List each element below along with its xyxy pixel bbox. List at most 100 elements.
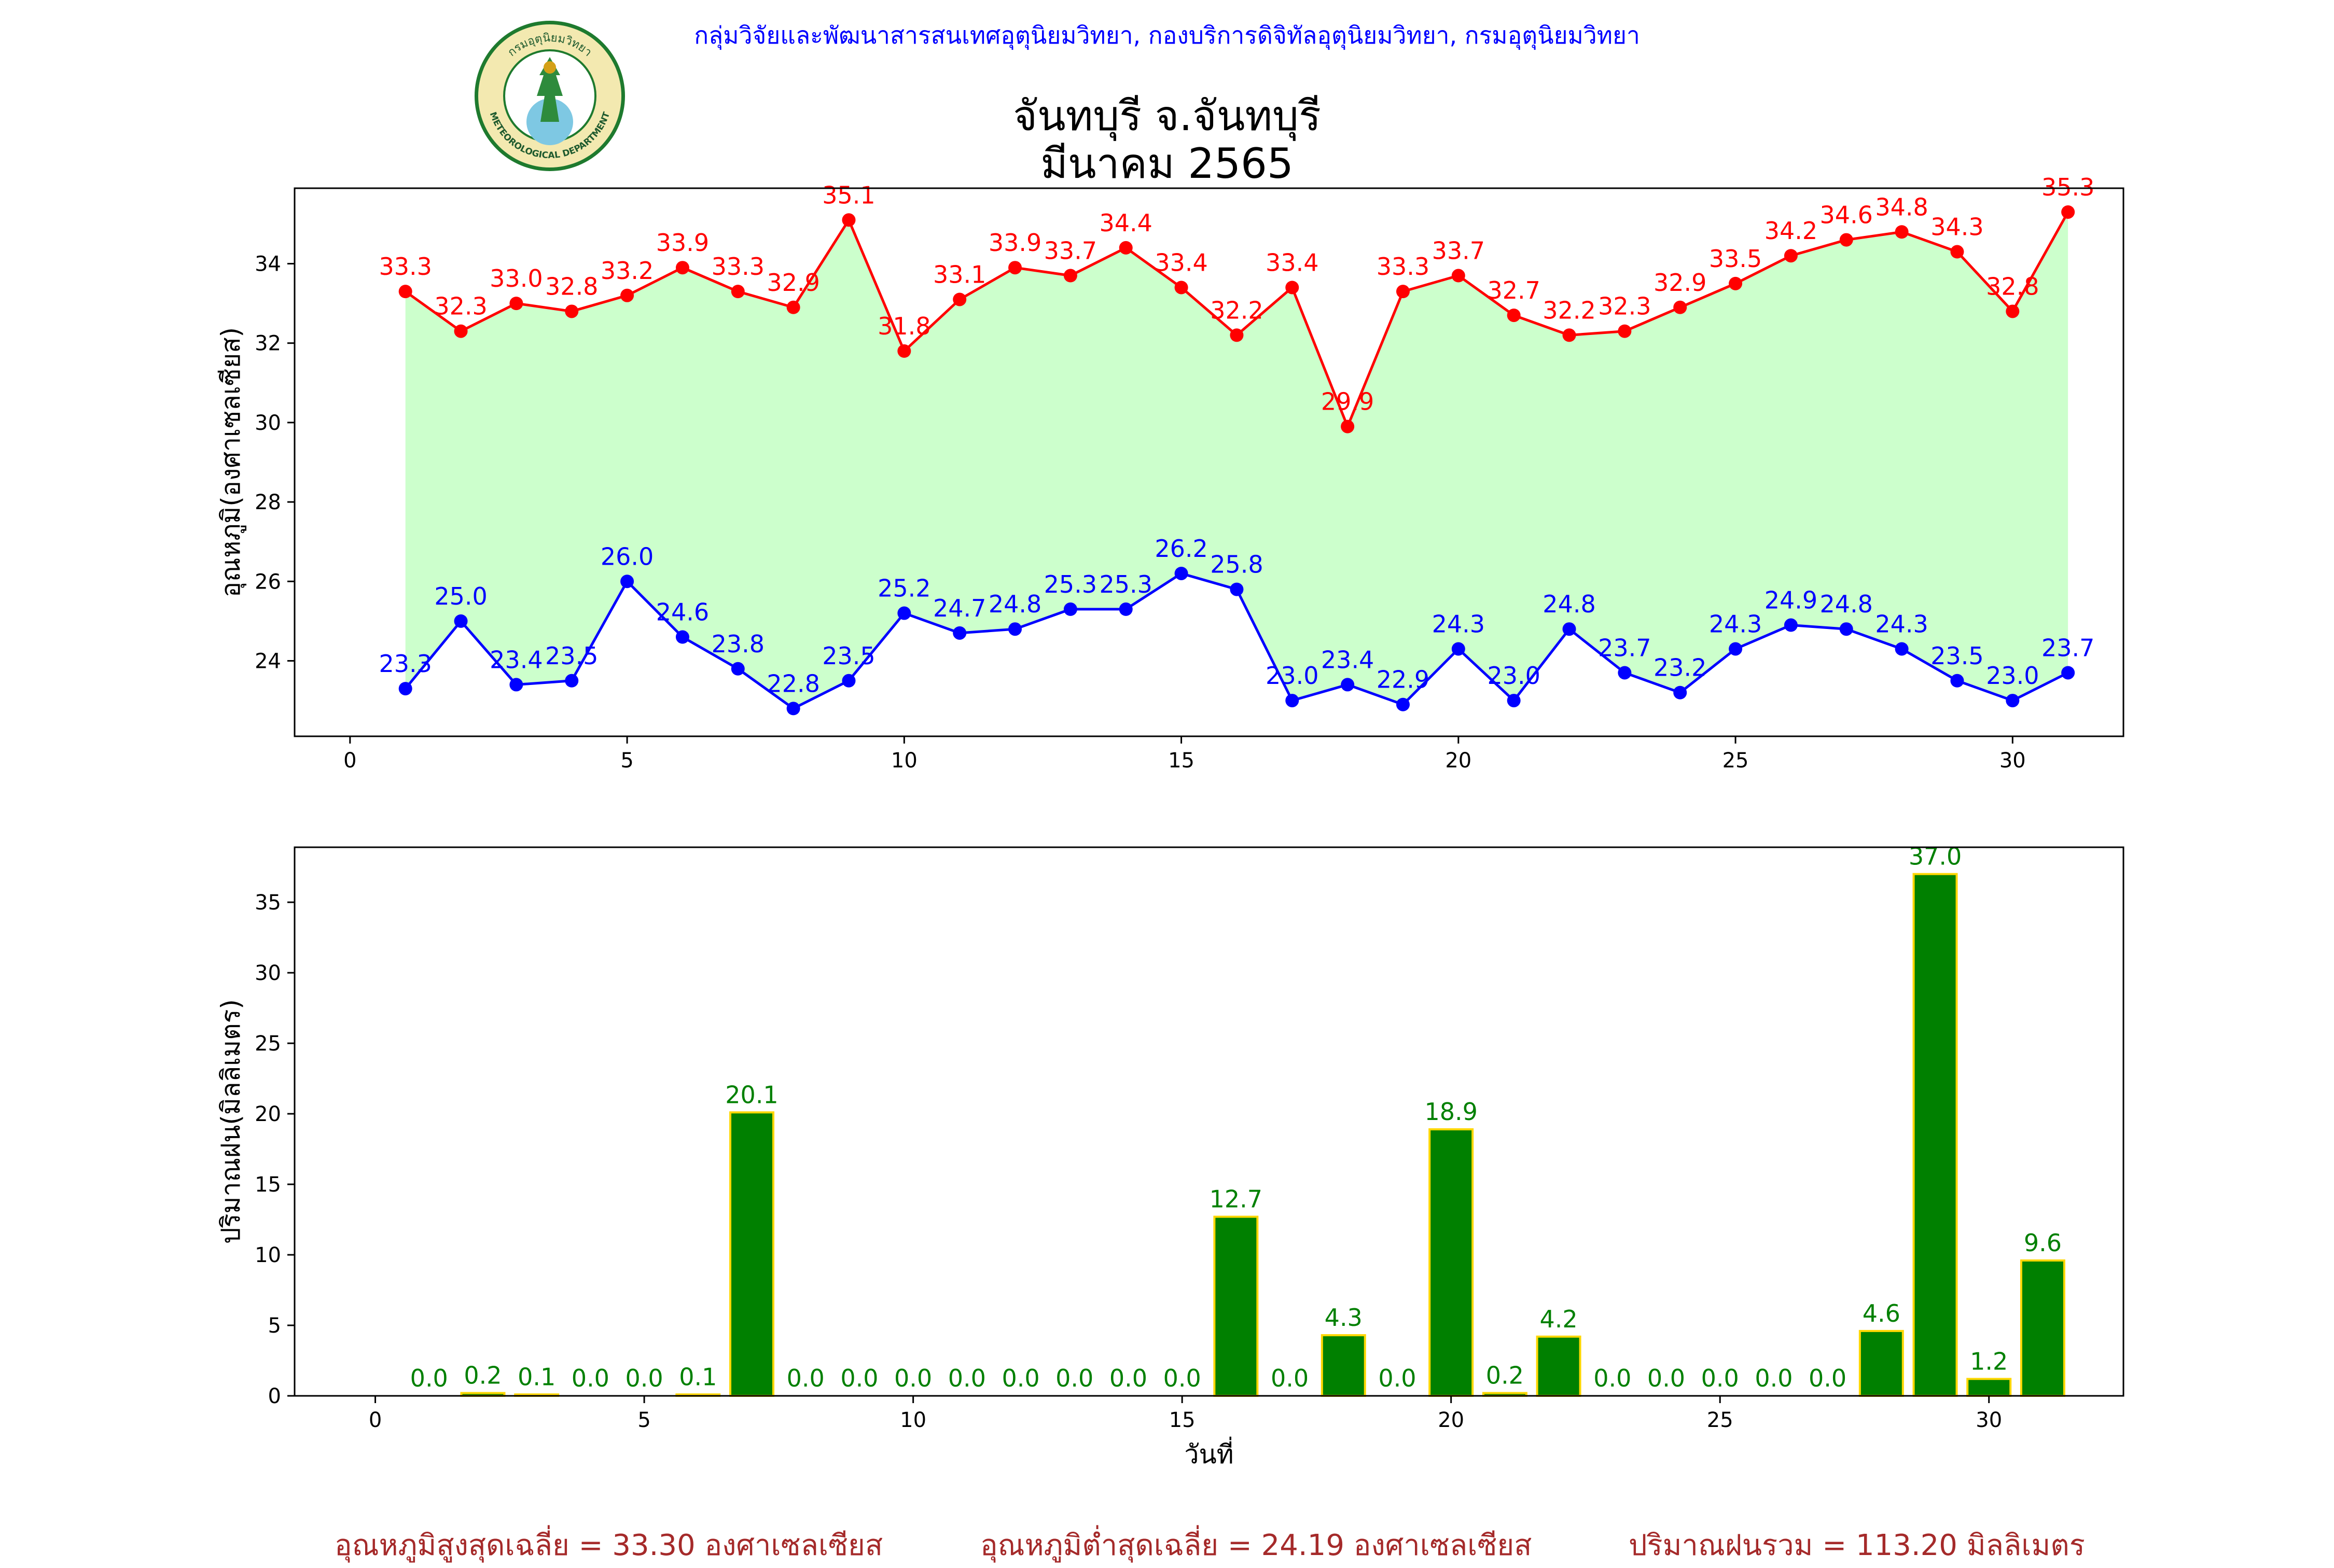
x-tick-label: 25 [1722,749,1749,773]
min-temp-point [565,674,579,688]
rain-value-label: 0.0 [1271,1364,1309,1392]
x-tick-label: 15 [1168,749,1194,773]
max-temp-label: 29.9 [1321,388,1374,416]
agency-name: กลุ่มวิจัยและพัฒนาสารสนเทศอุตุนิยมวิทยา,… [694,21,1640,49]
min-temp-point [1895,642,1909,656]
min-temp-label: 25.8 [1210,551,1263,579]
rain-value-label: 4.3 [1325,1304,1363,1332]
min-temp-point [842,674,856,688]
rain-value-label: 0.0 [410,1364,448,1392]
rain-value-label: 0.0 [1002,1364,1039,1392]
min-temp-point [1562,622,1576,636]
max-temp-point [1396,285,1410,299]
min-temp-label: 25.2 [878,575,930,603]
max-temp-label: 32.9 [1654,269,1706,297]
rain-value-label: 4.6 [1863,1299,1900,1327]
min-temp-label: 23.2 [1654,654,1706,682]
y-tick-label: 32 [255,332,281,356]
temperature-chart: 33.3 23.3 32.3 25.0 33.0 23.4 32.8 23.5 33.2 26.0… [216,173,2124,773]
rain-value-label: 0.0 [1378,1364,1416,1392]
y-tick-label: 0 [268,1384,281,1408]
min-temp-point [1230,582,1244,596]
rain-value-label: 0.0 [1055,1364,1093,1392]
max-temp-label: 33.0 [490,264,543,292]
max-temp-point [454,324,468,338]
min-temp-point [1119,602,1133,616]
rain-value-label: 0.0 [1163,1364,1201,1392]
y-tick-label: 30 [255,961,281,985]
max-temp-label: 32.3 [1598,292,1651,320]
y-tick-label: 5 [268,1314,281,1338]
max-temp-label: 33.9 [656,229,709,257]
max-temp-point [1895,225,1909,239]
rain-bar [2020,1259,2065,1397]
max-temp-point [731,285,745,299]
max-temp-point [1174,281,1188,295]
rain-value-label: 9.6 [2024,1229,2062,1257]
min-temp-point [509,678,523,692]
min-temp-label: 23.7 [1598,634,1651,662]
x-tick-label: 5 [620,749,633,773]
min-temp-point [1839,622,1853,636]
x-tick-label: 25 [1707,1408,1733,1432]
min-temp-point [1507,694,1521,708]
max-temp-point [1008,261,1022,275]
max-temp-label: 33.4 [1155,248,1207,276]
min-temp-point [2061,666,2075,680]
min-temp-label: 23.0 [1986,662,2039,690]
max-temp-label: 33.4 [1266,248,1318,276]
max-temp-point [1673,300,1687,314]
max-temp-label: 32.7 [1487,276,1540,304]
max-temp-point [1729,276,1743,290]
min-temp-label: 24.7 [933,594,986,622]
y-tick-label: 30 [255,411,281,435]
rain-value-label: 0.0 [1647,1364,1685,1392]
max-temp-point [2061,205,2075,219]
chart-title-station: จันทบุรี จ.จันทบุรี [1013,92,1321,140]
min-temp-label: 22.9 [1377,666,1429,694]
rain-bar [729,1111,774,1397]
min-temp-point [897,606,911,620]
min-temp-label: 23.0 [1487,662,1540,690]
min-temp-label: 24.8 [1543,590,1595,618]
min-temp-point [620,575,634,589]
rain-value-label: 0.0 [840,1364,878,1392]
max-temp-label: 32.8 [1986,272,2039,300]
min-temp-label: 23.3 [379,650,432,678]
rain-bar [1428,1128,1474,1397]
max-temp-point [842,213,856,227]
rain-bar [1321,1334,1366,1397]
max-temp-point [1562,328,1576,342]
max-temp-label: 33.3 [379,253,432,281]
y-tick-label: 28 [255,491,281,514]
max-temp-point [1341,419,1355,433]
temperature-range-fill [405,212,2068,709]
max-temp-label: 31.8 [878,312,930,340]
rain-bar [1213,1215,1259,1397]
rain-value-label: 0.0 [1701,1364,1739,1392]
max-temp-point [1784,249,1798,263]
min-temp-point [731,662,745,676]
max-temp-label: 33.3 [712,253,765,281]
min-temp-point [454,614,468,628]
min-temp-point [1396,697,1410,711]
rain-value-label: 0.0 [1809,1364,1846,1392]
max-temp-label: 34.2 [1765,217,1817,245]
avg-max-temp-text: อุณหภูมิสูงสุดเฉลี่ย = 33.30 องศาเซลเซีย… [335,1529,883,1562]
max-temp-label: 32.8 [545,272,598,300]
min-temp-point [1950,674,1964,688]
min-temp-label: 23.5 [822,642,875,670]
min-temp-label: 23.4 [1321,646,1374,674]
min-temp-label: 25.3 [1044,570,1097,598]
x-tick-label: 10 [891,749,918,773]
max-temp-label: 33.5 [1709,245,1762,273]
max-temp-label: 35.3 [2041,173,2094,201]
min-temp-label: 24.6 [656,598,709,626]
max-temp-point [897,344,911,358]
max-temp-point [1451,269,1465,283]
rain-value-label: 4.2 [1540,1305,1578,1333]
min-temp-point [1341,678,1355,692]
max-temp-point [1507,309,1521,323]
min-temp-label: 25.3 [1100,570,1152,598]
rainfall-chart: 0.0 0.2 0.1 0.0 0.0 0.1 20.1 0.0 0.0 0.0 0.0 0.0 0.0… [216,843,2124,1469]
